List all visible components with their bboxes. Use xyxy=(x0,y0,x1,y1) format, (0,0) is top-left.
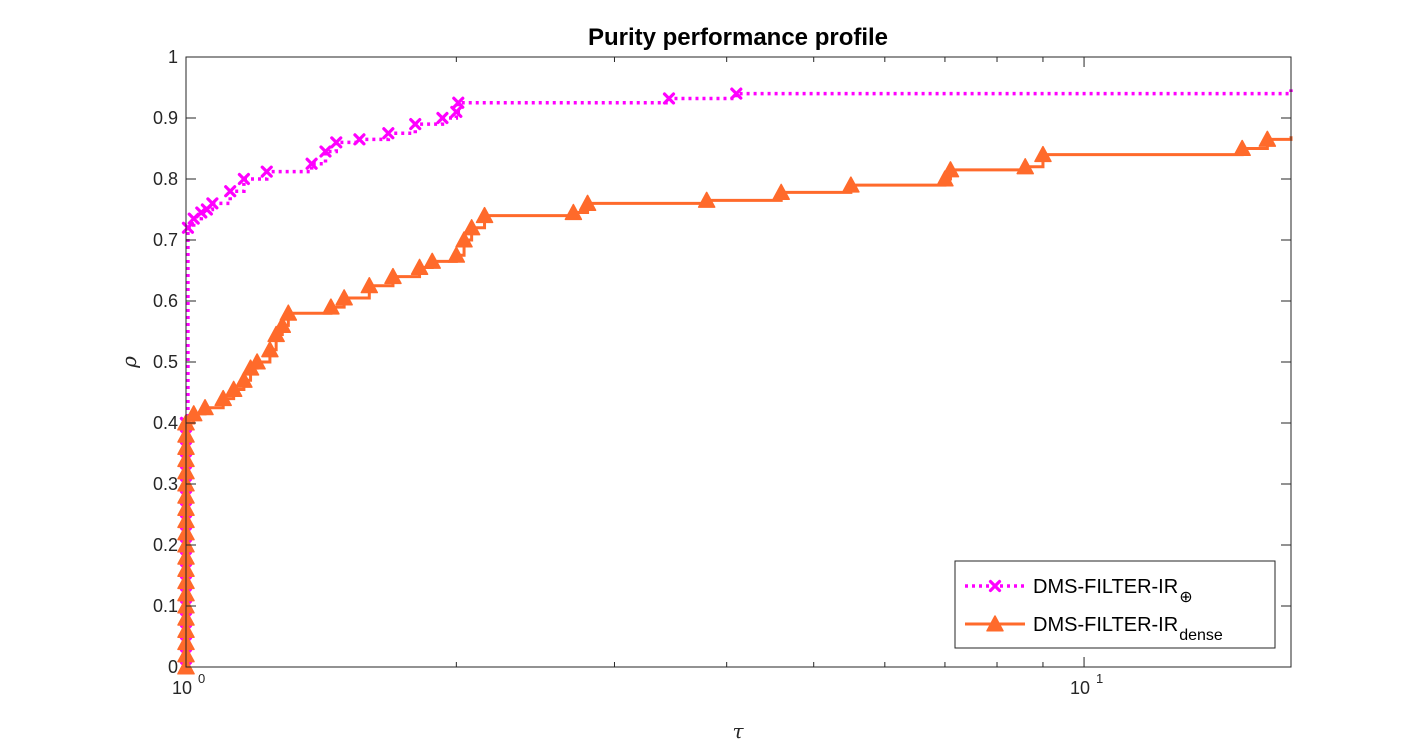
series-2-point xyxy=(410,258,429,275)
y-tick-label: 0.4 xyxy=(153,413,178,433)
series-2-point xyxy=(423,252,441,269)
series-2-point xyxy=(697,191,716,208)
series-2-point xyxy=(941,161,960,178)
series-2-point xyxy=(842,176,860,193)
series-1-point xyxy=(730,87,743,100)
y-tick-label: 0 xyxy=(168,657,178,677)
y-tick-label: 0.6 xyxy=(153,291,178,311)
series-1-point xyxy=(662,92,676,105)
x-tick-label: 10 xyxy=(1070,678,1090,698)
series-2-point xyxy=(196,399,214,416)
legend-marker-2 xyxy=(986,615,1004,632)
legend-marker-1 xyxy=(988,579,1002,593)
y-tick-label: 0.9 xyxy=(153,108,178,128)
series-2-point xyxy=(772,183,790,200)
series-1-point xyxy=(319,145,332,158)
series-2-point xyxy=(475,206,494,224)
legend-label-subscript-1: ⊕ xyxy=(1179,589,1192,606)
series-2-point xyxy=(322,298,340,315)
series-2-point xyxy=(936,170,954,187)
x-tick-label: 10 xyxy=(172,678,192,698)
series-2-point xyxy=(360,277,379,294)
y-tick-label: 1 xyxy=(168,47,178,67)
series-1-point xyxy=(409,118,422,131)
series-2-point xyxy=(1258,130,1277,147)
y-tick-label: 0.1 xyxy=(153,596,178,616)
series-2-point xyxy=(578,194,597,211)
series-2-point xyxy=(462,219,481,236)
legend-box xyxy=(954,560,1276,649)
series-2-point xyxy=(273,316,292,333)
y-tick-label: 0.7 xyxy=(153,230,178,250)
legend-item-1: DMS-FILTER-IR ⊕ xyxy=(965,576,1193,606)
series-1-point xyxy=(195,206,208,219)
series-2-point xyxy=(261,341,279,358)
legend-item-2: DMS-FILTER-IR dense xyxy=(965,614,1223,644)
legend-label-1: DMS-FILTER-IR xyxy=(1033,576,1178,598)
y-tick-label: 0.5 xyxy=(153,352,178,372)
legend-label-subscript-2: dense xyxy=(1179,627,1223,644)
series-2-point xyxy=(267,325,285,343)
y-tick-label: 0.2 xyxy=(153,535,178,555)
series-2-point xyxy=(224,380,243,397)
series-2-point xyxy=(455,231,473,248)
series-2-point xyxy=(235,371,253,388)
series-2-point xyxy=(335,289,353,306)
series-2-point xyxy=(384,267,402,285)
series-1-point xyxy=(206,197,219,210)
series-2-point xyxy=(1034,145,1052,163)
series-1-point xyxy=(260,165,273,178)
series-1-point xyxy=(224,185,237,198)
series-2-point xyxy=(1233,139,1251,157)
series-1-point xyxy=(353,133,366,146)
y-tick-label: 0.8 xyxy=(153,169,178,189)
series-2-point xyxy=(279,304,298,321)
series-2-point xyxy=(447,246,466,263)
x-axis-label: τ xyxy=(732,719,744,743)
legend-label-2: DMS-FILTER-IR xyxy=(1033,614,1178,636)
series-2-point xyxy=(1016,158,1034,175)
series-1-point xyxy=(305,157,318,170)
series-2-point xyxy=(248,353,266,370)
y-tick-label: 0.3 xyxy=(153,474,178,494)
series-1-point xyxy=(237,172,250,186)
series-1-point xyxy=(382,127,395,140)
y-axis-label: ρ xyxy=(117,356,141,369)
series-1-point xyxy=(436,111,449,125)
x-tick-exponent: 1 xyxy=(1096,671,1103,686)
series-2-point xyxy=(564,203,583,221)
x-tick-exponent: 0 xyxy=(198,671,205,686)
chart-title: Purity performance profile xyxy=(588,24,888,51)
series-2-point xyxy=(214,389,232,407)
legend: DMS-FILTER-IR ⊕DMS-FILTER-IR dense xyxy=(954,560,1276,649)
series-1-point xyxy=(330,136,343,149)
series-1-point xyxy=(181,221,195,234)
series-1-point xyxy=(450,105,463,118)
series-1-point xyxy=(452,96,465,109)
